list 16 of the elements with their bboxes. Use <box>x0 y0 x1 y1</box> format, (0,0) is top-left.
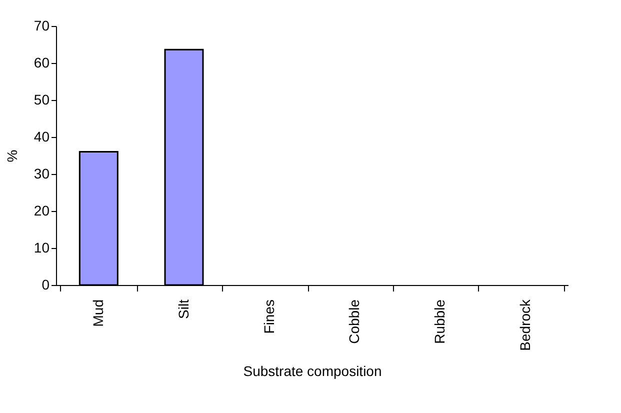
y-tick-label: 50 <box>34 92 50 108</box>
y-tick-label: 0 <box>42 276 50 292</box>
y-tick-label: 30 <box>34 166 50 182</box>
y-tick-label: 10 <box>34 240 50 256</box>
x-tick-label: Silt <box>176 299 192 319</box>
x-tick-label: Mud <box>90 300 106 327</box>
x-axis-title: Substrate composition <box>243 362 382 379</box>
y-tick-label: 20 <box>34 202 50 218</box>
y-axis-title: % <box>4 150 20 162</box>
x-tick-label: Rubble <box>432 299 448 344</box>
y-tick-label: 40 <box>34 128 50 144</box>
y-tick-label: 70 <box>34 18 50 34</box>
x-tick-label: Bedrock <box>516 298 533 351</box>
x-tick-label: Cobble <box>346 299 362 344</box>
x-tick-label: Fines <box>260 300 277 334</box>
y-tick-label: 60 <box>34 54 50 70</box>
